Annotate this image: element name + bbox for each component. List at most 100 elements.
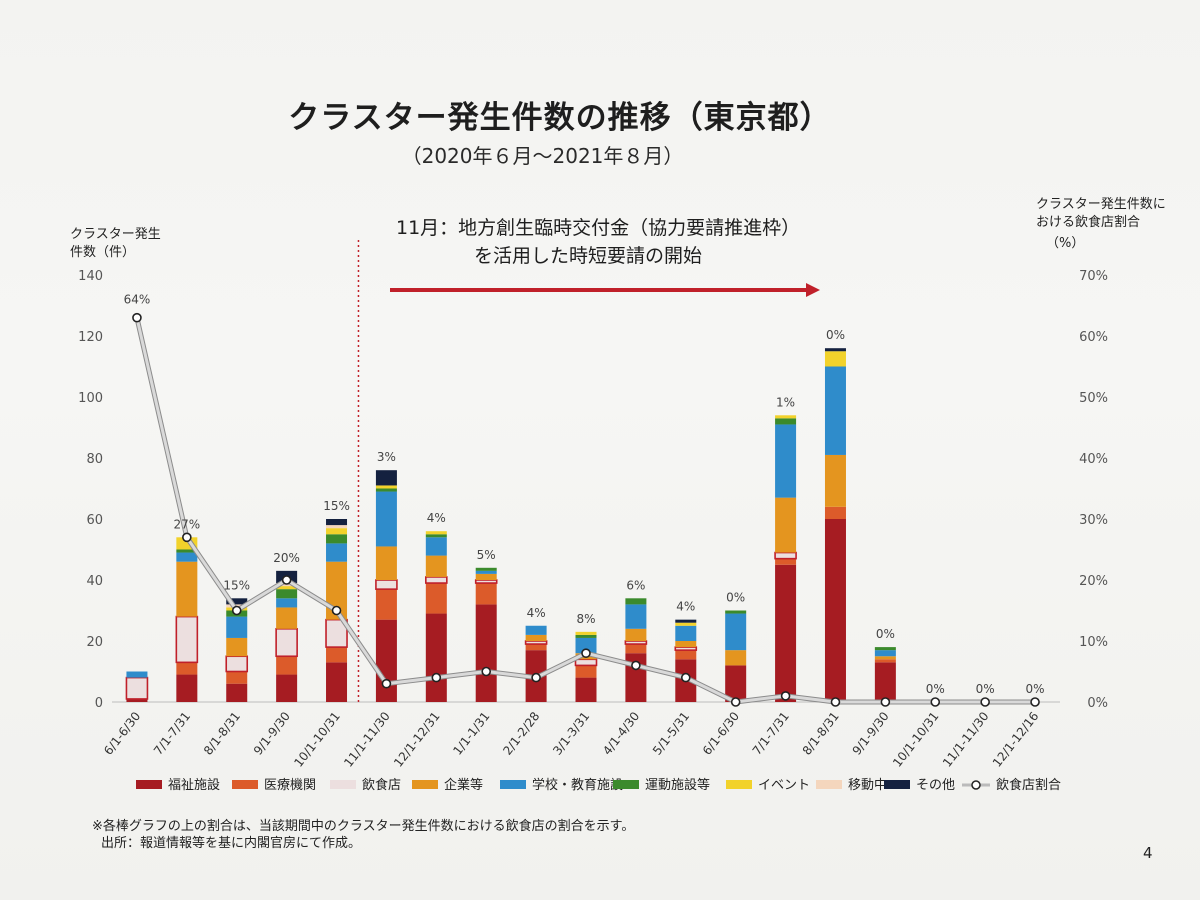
bar-segment bbox=[276, 656, 298, 675]
share-point bbox=[331, 605, 342, 616]
y-right-axis-unit: （%） bbox=[1046, 236, 1085, 251]
policy-arrow-head bbox=[806, 283, 820, 297]
bar-segment bbox=[226, 598, 248, 605]
legend-swatch bbox=[136, 780, 162, 789]
legend-swatch bbox=[613, 780, 639, 789]
y-right-tick-label: 30% bbox=[1079, 513, 1108, 528]
bar-segment bbox=[326, 525, 348, 529]
bar-segment bbox=[375, 546, 397, 580]
share-data-label: 20% bbox=[273, 551, 300, 565]
bar-segment bbox=[176, 662, 198, 675]
legend-label: イベント bbox=[758, 778, 810, 793]
x-tick-label: 7/1-7/31 bbox=[151, 709, 193, 757]
x-tick-label: 8/1-8/31 bbox=[800, 709, 842, 757]
footnote: ※各棒グラフの上の割合は、当該期間中のクラスター発生件数における飲食店の割合を示… bbox=[92, 819, 635, 834]
x-tick-label: 12/1-12/16 bbox=[990, 709, 1042, 770]
bar-segment bbox=[625, 604, 647, 629]
share-data-label: 27% bbox=[174, 517, 201, 531]
bar-segment bbox=[575, 677, 597, 702]
legend-swatch bbox=[500, 780, 526, 789]
y-left-tick-label: 0 bbox=[95, 696, 103, 711]
share-point bbox=[780, 691, 791, 701]
legend-swatch bbox=[816, 780, 842, 789]
y-left-tick-label: 100 bbox=[78, 391, 103, 406]
legend-swatch bbox=[412, 780, 438, 789]
bar-segment bbox=[475, 573, 497, 580]
bar-segment bbox=[225, 655, 249, 673]
legend-label: その他 bbox=[916, 778, 955, 793]
bar-segment bbox=[824, 454, 846, 507]
bar-segment bbox=[375, 485, 397, 489]
bar-segment bbox=[375, 491, 397, 547]
bar-segment bbox=[675, 650, 697, 660]
bar-segment bbox=[625, 644, 647, 654]
y-left-tick-label: 140 bbox=[78, 269, 103, 284]
legend-swatch bbox=[232, 780, 258, 789]
bar-segment bbox=[475, 604, 497, 702]
y-right-tick-label: 50% bbox=[1079, 391, 1108, 406]
y-right-title-line: おける飲食店割合 bbox=[1036, 215, 1141, 230]
bar-segment bbox=[375, 488, 397, 492]
share-point bbox=[631, 660, 641, 671]
bar-segment bbox=[675, 619, 697, 623]
bar-segment bbox=[126, 671, 148, 678]
share-data-label: 0% bbox=[876, 627, 895, 641]
bar-segment bbox=[824, 348, 846, 352]
legend-swatch bbox=[884, 780, 910, 789]
bar-segment bbox=[725, 613, 747, 651]
bar-segment bbox=[775, 564, 797, 702]
y-left-title-line: 件数（件） bbox=[70, 245, 136, 260]
share-data-label: 1% bbox=[776, 395, 795, 409]
share-point bbox=[1030, 697, 1040, 707]
share-point bbox=[730, 697, 741, 707]
bar-segment bbox=[824, 519, 846, 702]
x-tick-label: 8/1-8/31 bbox=[201, 709, 243, 757]
share-point bbox=[481, 666, 492, 677]
bar-segment bbox=[675, 625, 697, 641]
page-number: 4 bbox=[1143, 844, 1153, 862]
x-tick-label: 2/1-2/28 bbox=[500, 709, 542, 757]
legend-label: 福祉施設 bbox=[168, 777, 220, 793]
y-right-tick-label: 0% bbox=[1087, 696, 1108, 711]
annotation-line-2: を活用した時短要請の開始 bbox=[474, 245, 702, 267]
bar-segment bbox=[524, 640, 548, 645]
bar-segment bbox=[425, 576, 448, 584]
bar-segment bbox=[725, 650, 747, 666]
bar-segment bbox=[176, 549, 198, 553]
bar-segment bbox=[276, 674, 298, 702]
y-left-title-line: クラスター発生 bbox=[70, 227, 161, 242]
bar-segment bbox=[175, 615, 199, 664]
bar-segment bbox=[575, 637, 597, 654]
bar-segment bbox=[475, 583, 497, 605]
bar-segment bbox=[425, 537, 447, 556]
bar-segment bbox=[575, 665, 597, 678]
share-point bbox=[381, 678, 392, 689]
bar-segment bbox=[874, 647, 896, 651]
x-tick-label: 10/1-10/31 bbox=[890, 709, 942, 770]
page-title: クラスター発生件数の推移（東京都） bbox=[288, 100, 832, 136]
legend-label: 学校・教育施設 bbox=[532, 777, 623, 793]
share-data-label: 4% bbox=[527, 606, 546, 620]
y-left-tick-label: 40 bbox=[86, 574, 103, 589]
legend-swatch bbox=[330, 780, 356, 789]
share-point bbox=[930, 697, 941, 707]
share-data-label: 15% bbox=[223, 578, 250, 592]
share-point bbox=[880, 697, 891, 707]
share-data-label: 0% bbox=[1026, 682, 1045, 696]
bar-segment bbox=[874, 662, 896, 702]
bar-segment bbox=[625, 598, 647, 605]
x-tick-label: 1/1-1/31 bbox=[450, 709, 492, 757]
bar-segment bbox=[276, 607, 298, 629]
bar-segment bbox=[775, 418, 797, 425]
share-point bbox=[231, 605, 242, 616]
bar-segment bbox=[326, 534, 348, 544]
share-point bbox=[531, 672, 541, 683]
bar-segment bbox=[475, 567, 497, 571]
bar-segment bbox=[575, 631, 597, 635]
bar-segment bbox=[275, 627, 298, 658]
share-data-label: 8% bbox=[576, 612, 595, 626]
share-point bbox=[431, 672, 442, 683]
bar-segment bbox=[176, 561, 198, 617]
bar-segment bbox=[824, 366, 846, 455]
